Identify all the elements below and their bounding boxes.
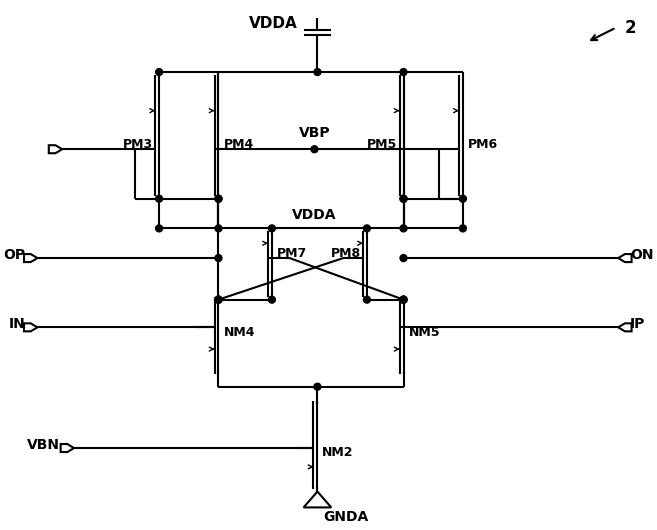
Circle shape	[156, 195, 162, 202]
Circle shape	[215, 195, 222, 202]
Text: VDDA: VDDA	[249, 16, 298, 31]
Text: NM5: NM5	[409, 326, 440, 339]
Text: VDDA: VDDA	[292, 208, 336, 222]
Text: NM2: NM2	[323, 446, 354, 460]
Text: ON: ON	[630, 248, 654, 262]
Circle shape	[269, 225, 275, 232]
Text: IP: IP	[630, 317, 645, 331]
Circle shape	[400, 296, 407, 303]
Text: VBN: VBN	[27, 438, 60, 452]
Circle shape	[363, 225, 371, 232]
Text: PM6: PM6	[468, 138, 498, 151]
Circle shape	[314, 68, 321, 75]
Text: PM8: PM8	[331, 246, 361, 260]
Circle shape	[215, 225, 222, 232]
Circle shape	[400, 68, 407, 75]
Text: NM4: NM4	[223, 326, 255, 339]
Text: OP: OP	[3, 248, 26, 262]
Circle shape	[459, 225, 466, 232]
Text: PM7: PM7	[277, 246, 307, 260]
Circle shape	[400, 225, 407, 232]
Circle shape	[314, 383, 321, 390]
Circle shape	[269, 296, 275, 303]
Text: PM5: PM5	[367, 138, 397, 151]
Circle shape	[459, 195, 466, 202]
Circle shape	[400, 296, 407, 303]
Circle shape	[156, 68, 162, 75]
Circle shape	[400, 296, 407, 303]
Text: IN: IN	[9, 317, 26, 331]
Circle shape	[215, 296, 222, 303]
Circle shape	[400, 195, 407, 202]
Text: 2: 2	[624, 19, 636, 37]
Circle shape	[400, 195, 407, 202]
Text: PM4: PM4	[223, 138, 254, 151]
Circle shape	[400, 254, 407, 261]
Text: VBP: VBP	[299, 126, 330, 140]
Text: GNDA: GNDA	[323, 510, 369, 524]
Circle shape	[215, 254, 222, 261]
Circle shape	[215, 296, 222, 303]
Circle shape	[156, 225, 162, 232]
Text: PM3: PM3	[123, 138, 153, 151]
Circle shape	[215, 195, 222, 202]
Circle shape	[311, 146, 318, 153]
Circle shape	[215, 296, 222, 303]
Circle shape	[363, 296, 371, 303]
